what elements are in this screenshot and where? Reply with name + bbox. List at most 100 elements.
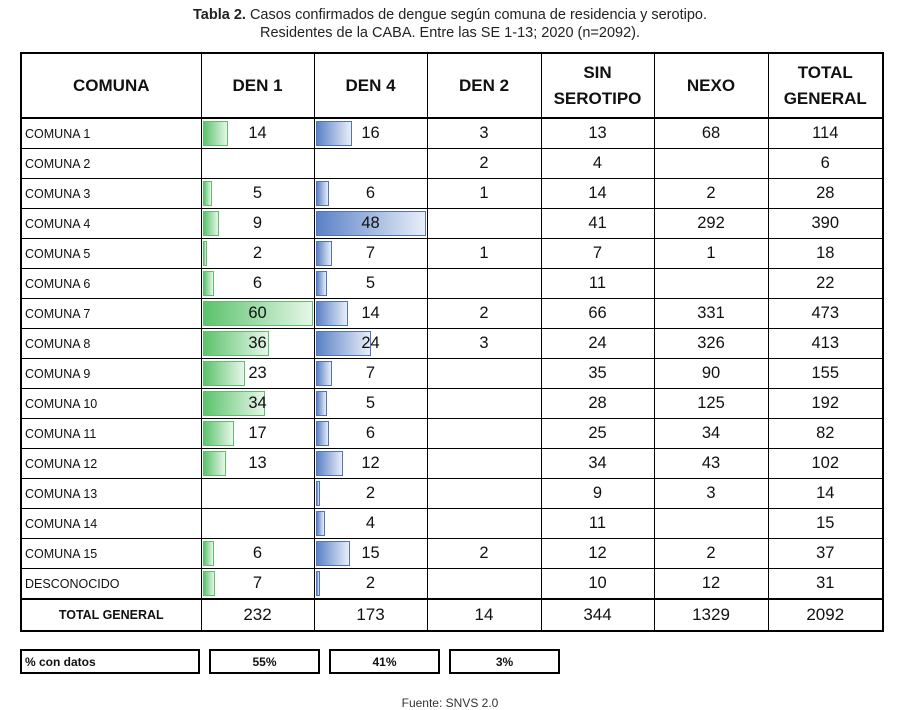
den1-cell: 6 <box>200 538 315 569</box>
total-den2: 14 <box>426 598 542 632</box>
den1-value: 17 <box>248 424 267 442</box>
pct-den1: 55% <box>209 649 320 674</box>
pct-gap <box>439 650 450 673</box>
den4-cell: 5 <box>313 388 428 419</box>
den2-cell <box>426 478 542 509</box>
total-cell: 413 <box>767 328 884 359</box>
den1-cell: 17 <box>200 418 315 449</box>
den4-cell <box>313 148 428 179</box>
table-row: COMUNA 3 5 6 1 14 2 28 <box>20 178 884 209</box>
comuna-name: COMUNA 12 <box>20 448 202 479</box>
pct-den2: 3% <box>449 649 560 674</box>
total-row: TOTAL GENERAL 232 173 14 344 1329 2092 <box>20 598 884 632</box>
den4-value: 16 <box>361 124 380 142</box>
caption-text: Casos confirmados de dengue según comuna… <box>245 7 707 23</box>
den1-value: 14 <box>248 124 267 142</box>
pct-gap <box>319 650 330 673</box>
den4-databar <box>315 121 353 146</box>
den2-cell <box>426 448 542 479</box>
sin-serotipo-cell: 35 <box>540 358 655 389</box>
header-total-general: TOTAL GENERAL <box>767 52 884 119</box>
den4-databar <box>315 391 327 416</box>
comuna-name: COMUNA 2 <box>20 148 202 179</box>
sin-serotipo-cell: 10 <box>540 568 655 600</box>
source-note: Fuente: SNVS 2.0 <box>401 696 499 710</box>
sin-serotipo-cell: 11 <box>540 508 655 539</box>
den4-databar <box>315 271 327 296</box>
den2-cell: 2 <box>426 538 542 569</box>
table-row: COMUNA 6 6 5 11 22 <box>20 268 884 299</box>
nexo-cell: 1 <box>653 238 769 269</box>
den4-value: 5 <box>365 274 376 292</box>
den1-value: 6 <box>252 544 263 562</box>
den1-value: 9 <box>252 214 263 232</box>
den1-cell <box>200 148 315 179</box>
den1-databar <box>202 421 234 446</box>
den4-cell: 5 <box>313 268 428 299</box>
header-row: COMUNA DEN 1 DEN 4 DEN 2 SIN SEROTIPO NE… <box>20 52 884 119</box>
den4-databar <box>315 361 332 386</box>
table-row: COMUNA 15 6 15 2 12 2 37 <box>20 538 884 569</box>
comuna-name: COMUNA 6 <box>20 268 202 299</box>
total-den1: 232 <box>200 598 315 632</box>
den4-value: 12 <box>361 454 380 472</box>
table-row: COMUNA 10 34 5 28 125 192 <box>20 388 884 419</box>
nexo-cell: 331 <box>653 298 769 329</box>
den1-value: 6 <box>252 274 263 292</box>
comuna-name: COMUNA 11 <box>20 418 202 449</box>
dengue-table: COMUNA DEN 1 DEN 4 DEN 2 SIN SEROTIPO NE… <box>20 52 884 632</box>
table-row: COMUNA 8 36 24 3 24 326 413 <box>20 328 884 359</box>
table-row: COMUNA 4 9 48 41 292 390 <box>20 208 884 239</box>
sin-serotipo-cell: 24 <box>540 328 655 359</box>
den1-databar <box>202 571 216 596</box>
den1-databar <box>202 241 207 266</box>
nexo-cell <box>653 148 769 179</box>
total-cell: 155 <box>767 358 884 389</box>
table-row: DESCONOCIDO 7 2 10 12 31 <box>20 568 884 600</box>
nexo-cell: 292 <box>653 208 769 239</box>
total-den4: 173 <box>313 598 428 632</box>
table-caption: Tabla 2. Casos confirmados de dengue seg… <box>0 6 900 42</box>
den4-databar <box>315 331 371 356</box>
total-nexo: 1329 <box>653 598 769 632</box>
sin-serotipo-cell: 66 <box>540 298 655 329</box>
comuna-name: COMUNA 3 <box>20 178 202 209</box>
comuna-name: COMUNA 15 <box>20 538 202 569</box>
comuna-name: COMUNA 10 <box>20 388 202 419</box>
comuna-name: COMUNA 5 <box>20 238 202 269</box>
header-den1: DEN 1 <box>200 52 315 119</box>
den4-databar <box>315 211 426 236</box>
table-row: COMUNA 5 2 7 1 7 1 18 <box>20 238 884 269</box>
den2-cell <box>426 508 542 539</box>
den4-cell: 14 <box>313 298 428 329</box>
den4-cell: 16 <box>313 117 428 149</box>
table-row: COMUNA 11 17 6 25 34 82 <box>20 418 884 449</box>
sin-serotipo-cell: 4 <box>540 148 655 179</box>
header-den2: DEN 2 <box>426 52 542 119</box>
caption-bold: Tabla 2. <box>193 7 246 23</box>
total-cell: 473 <box>767 298 884 329</box>
comuna-name: COMUNA 9 <box>20 358 202 389</box>
den1-cell: 34 <box>200 388 315 419</box>
den2-cell: 3 <box>426 117 542 149</box>
nexo-cell: 90 <box>653 358 769 389</box>
nexo-cell: 125 <box>653 388 769 419</box>
header-sin-serotipo: SIN SEROTIPO <box>540 52 655 119</box>
total-cell: 22 <box>767 268 884 299</box>
header-nexo: NEXO <box>653 52 769 119</box>
den1-cell: 5 <box>200 178 315 209</box>
den4-cell: 2 <box>313 568 428 600</box>
pct-table: % con datos 55% 41% 3% <box>20 649 560 674</box>
nexo-cell: 68 <box>653 117 769 149</box>
sin-serotipo-cell: 34 <box>540 448 655 479</box>
comuna-name: COMUNA 8 <box>20 328 202 359</box>
den1-value: 36 <box>248 334 267 352</box>
header-comuna: COMUNA <box>20 52 202 119</box>
den1-databar <box>202 181 212 206</box>
total-cell: 102 <box>767 448 884 479</box>
den4-value: 15 <box>361 544 380 562</box>
den1-cell: 60 <box>200 298 315 329</box>
den4-value: 48 <box>361 214 380 232</box>
